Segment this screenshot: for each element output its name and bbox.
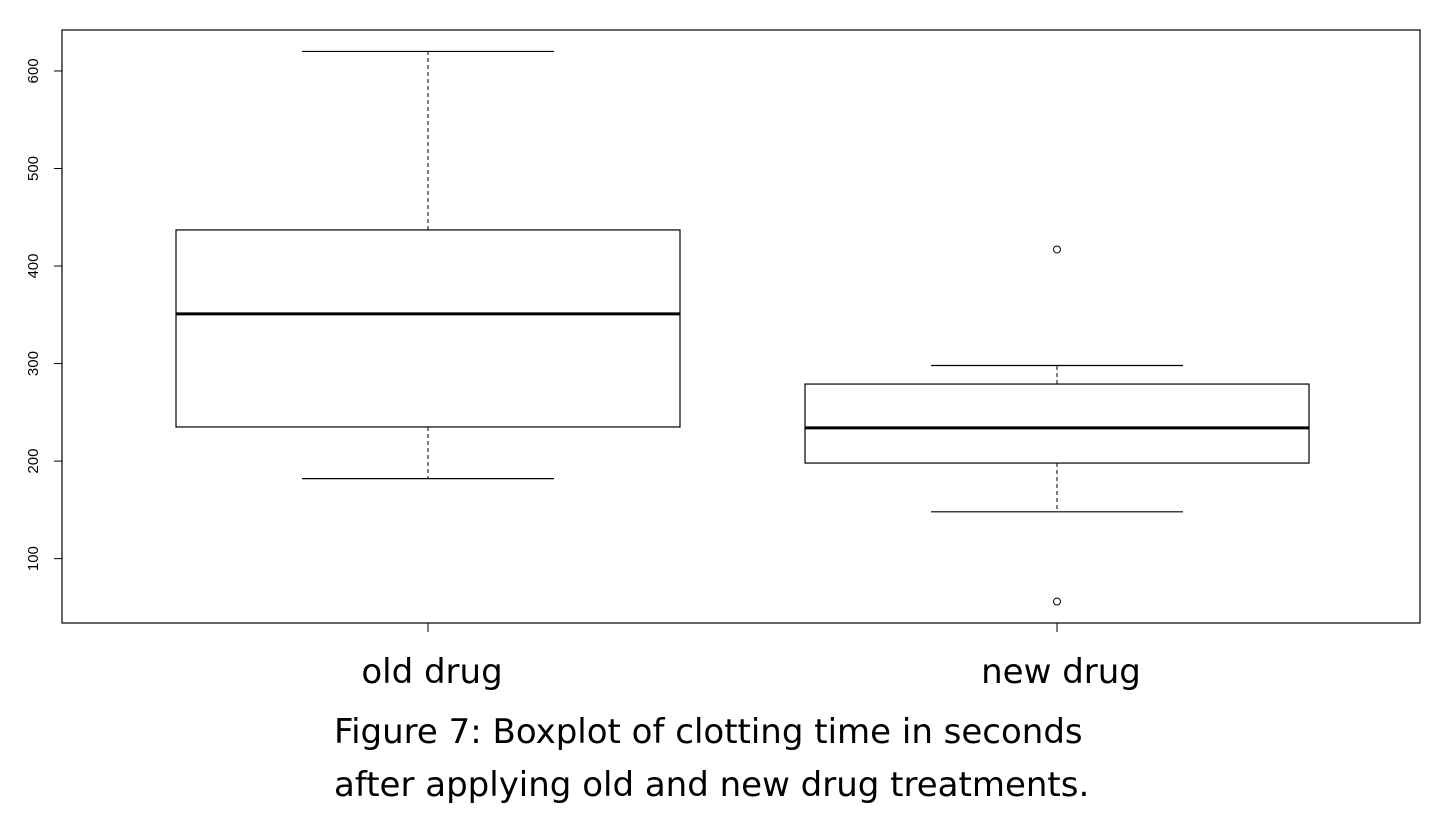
x-axis: old drug new drug: [361, 623, 1141, 692]
figure-caption-line-2: after applying old and new drug treatmen…: [334, 765, 1090, 805]
y-tick-label-300: 300: [25, 351, 42, 376]
old-drug-box: [175, 229, 681, 428]
new-drug-outlier-0: [1053, 245, 1061, 254]
y-axis: 100 200 300 400 500 600: [25, 58, 62, 571]
category-label-new-drug: new drug: [981, 652, 1141, 692]
y-tick-label-500: 500: [25, 156, 42, 181]
boxplot-chart: 100 200 300 400 500 600 old drug new drug: [25, 29, 1421, 692]
new-drug-outlier-1: [1053, 597, 1061, 606]
y-tick-label-600: 600: [25, 58, 42, 83]
figure-caption-line-1: Figure 7: Boxplot of clotting time in se…: [334, 712, 1083, 752]
y-tick-label-200: 200: [25, 449, 42, 474]
new-drug-box: [804, 383, 1310, 464]
y-tick-label-400: 400: [25, 254, 42, 279]
plot-frame: [61, 29, 1421, 624]
category-label-old-drug: old drug: [361, 652, 502, 692]
boxes: [175, 50, 1310, 606]
y-tick-label-100: 100: [25, 546, 42, 571]
